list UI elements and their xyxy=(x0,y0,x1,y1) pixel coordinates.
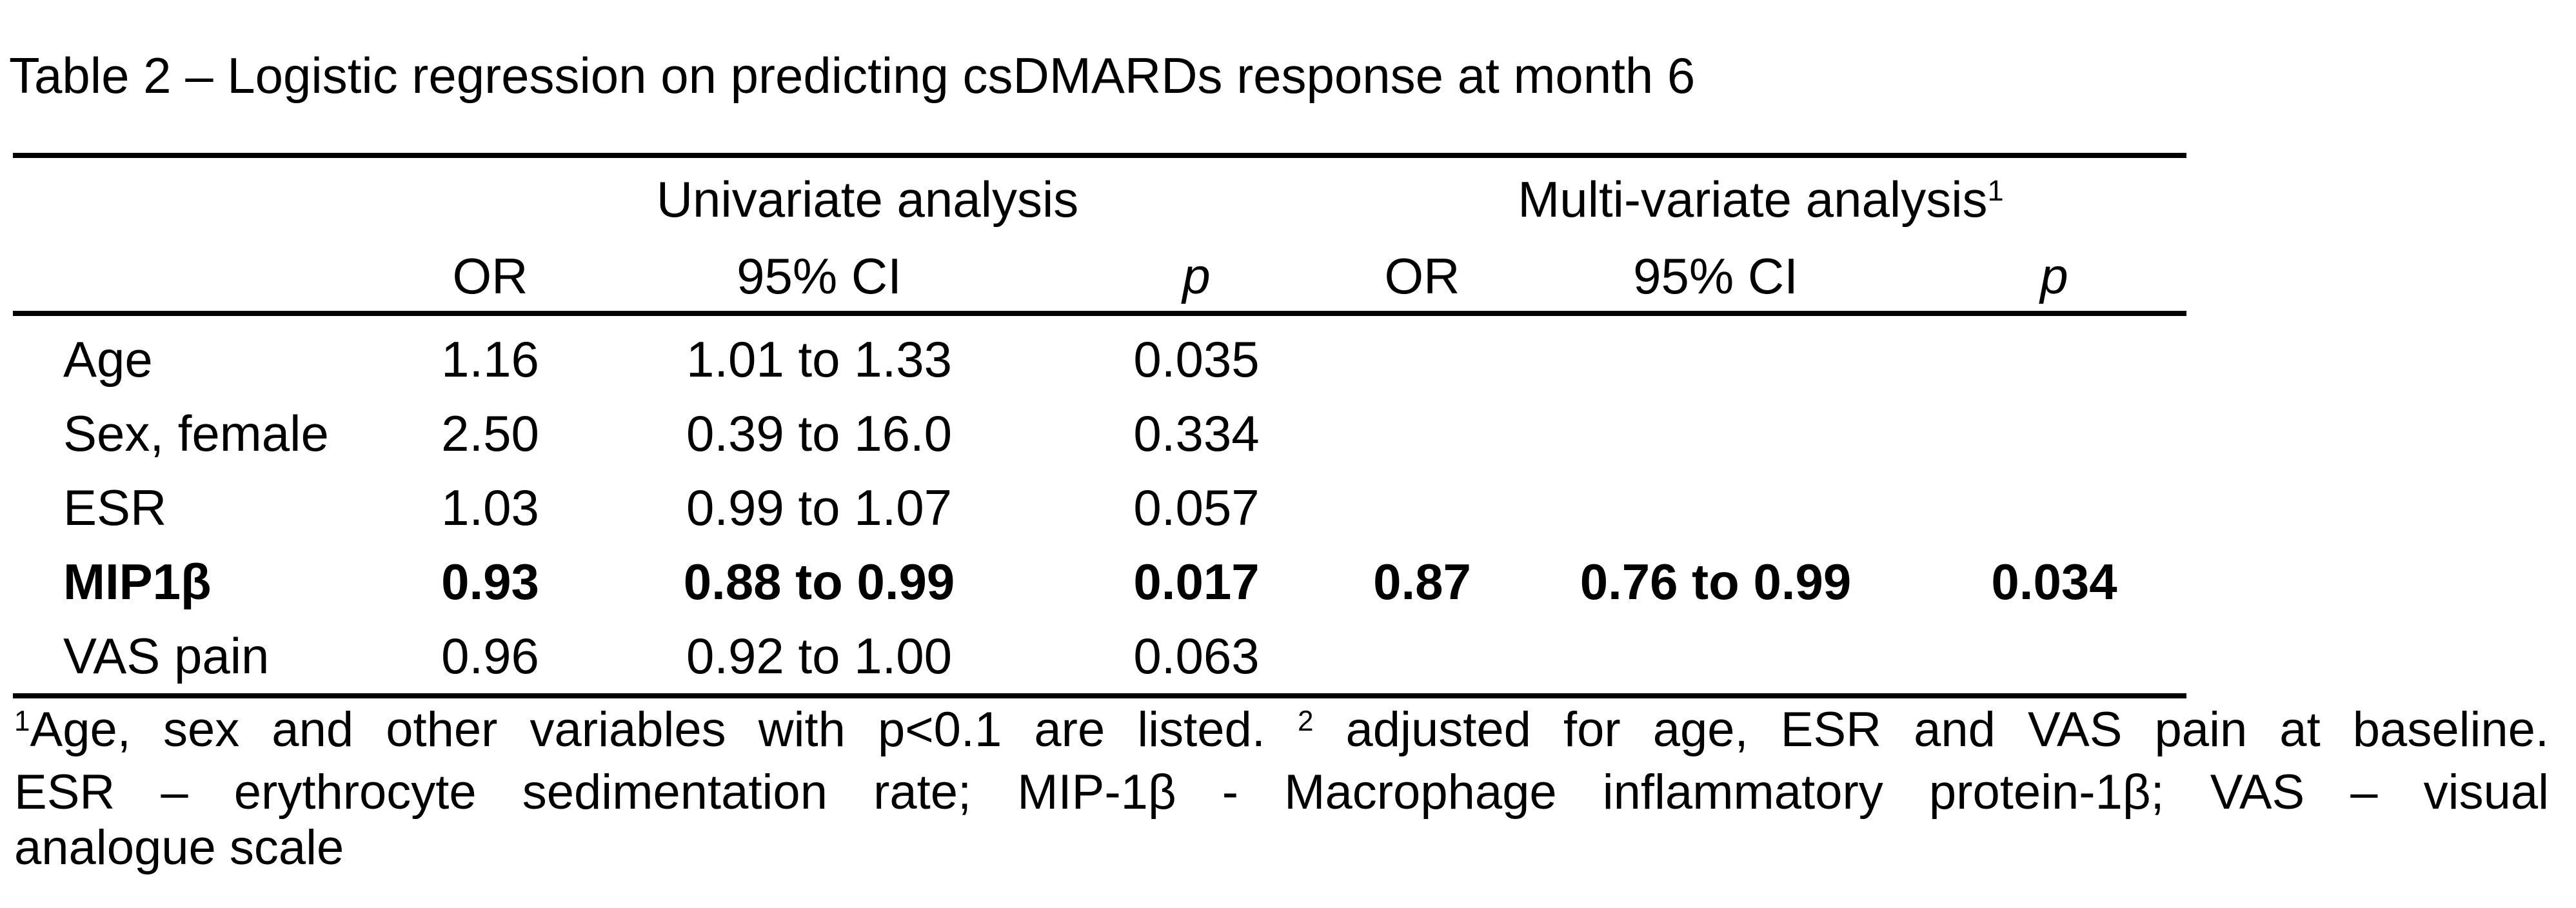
group-header-univariate: Univariate analysis xyxy=(400,158,1335,241)
table-cell xyxy=(1335,619,1509,693)
table-cell xyxy=(1922,397,2186,471)
row-label: MIP1β xyxy=(13,545,400,619)
table-cell xyxy=(1922,322,2186,397)
regression-table: Univariate analysis Multi-variate analys… xyxy=(13,153,2186,698)
table-cell: 0.334 xyxy=(1058,397,1335,471)
table-cell xyxy=(1335,471,1509,545)
group-header-row: Univariate analysis Multi-variate analys… xyxy=(13,158,2186,241)
table-cell: 0.057 xyxy=(1058,471,1335,545)
table-cell: 1.01 to 1.33 xyxy=(580,322,1058,397)
column-header-multivariate-p: p xyxy=(1922,241,2186,311)
table-cell: 0.39 to 16.0 xyxy=(580,397,1058,471)
table-cell xyxy=(1922,471,2186,545)
footnote-line-3: analogue scale xyxy=(14,820,2549,876)
footnote-marker-1: 1 xyxy=(14,706,30,737)
table-cell: 0.96 xyxy=(400,619,580,693)
table-title: Table 2 – Logistic regression on predict… xyxy=(9,39,1695,113)
document-page: Table 2 – Logistic regression on predict… xyxy=(0,0,2576,908)
table-cell: 0.034 xyxy=(1922,545,2186,619)
table-cell xyxy=(1335,322,1509,397)
group-header-univariate-label: Univariate analysis xyxy=(657,171,1079,228)
footnote-line-2: ESR – erythrocyte sedimentation rate; MI… xyxy=(14,765,2549,820)
row-label: Sex, female xyxy=(13,397,400,471)
column-header-univariate-or: OR xyxy=(400,241,580,311)
table-header-rule xyxy=(13,311,2186,316)
column-header-row: OR 95% CI p OR 95% CI p xyxy=(13,241,2186,311)
table-cell: 0.017 xyxy=(1058,545,1335,619)
table-cell: 0.035 xyxy=(1058,322,1335,397)
table-cell: 1.16 xyxy=(400,322,580,397)
multivariate-footnote-marker: 1 xyxy=(1988,174,2004,207)
footnote-text-1a: Age, sex and other variables with p<0.1 … xyxy=(30,702,1298,757)
table-cell: 0.76 to 0.99 xyxy=(1509,545,1922,619)
row-label: ESR xyxy=(13,471,400,545)
table-cell xyxy=(1509,619,1922,693)
table-cell xyxy=(1509,397,1922,471)
table-cell xyxy=(1335,397,1509,471)
table-cell xyxy=(1922,619,2186,693)
column-header-spacer xyxy=(13,241,400,311)
table-cell xyxy=(1509,471,1922,545)
group-header-multivariate-label: Multi-variate analysis xyxy=(1518,171,1987,228)
table-cell xyxy=(1509,322,1922,397)
column-header-multivariate-or: OR xyxy=(1335,241,1509,311)
table-cell: 1.03 xyxy=(400,471,580,545)
table-cell: 0.99 to 1.07 xyxy=(580,471,1058,545)
column-header-univariate-p: p xyxy=(1058,241,1335,311)
group-header-spacer xyxy=(13,158,400,241)
table-cell: 0.92 to 1.00 xyxy=(580,619,1058,693)
footnote-text-1b: adjusted for age, ESR and VAS pain at ba… xyxy=(1313,702,2549,757)
table-cell: 0.93 xyxy=(400,545,580,619)
table-body: Age 1.16 1.01 to 1.33 0.035 Sex, female … xyxy=(13,322,2186,693)
table-cell: 0.87 xyxy=(1335,545,1509,619)
column-header-univariate-ci: 95% CI xyxy=(580,241,1058,311)
row-label: VAS pain xyxy=(13,619,400,693)
footnote-line-1: 1Age, sex and other variables with p<0.1… xyxy=(14,702,2549,765)
table-cell: 2.50 xyxy=(400,397,580,471)
column-header-multivariate-ci: 95% CI xyxy=(1509,241,1922,311)
table-footnote: 1Age, sex and other variables with p<0.1… xyxy=(14,702,2549,876)
group-header-multivariate: Multi-variate analysis1 xyxy=(1335,158,2186,241)
table-cell: 0.88 to 0.99 xyxy=(580,545,1058,619)
row-label: Age xyxy=(13,322,400,397)
footnote-marker-2: 2 xyxy=(1298,706,1314,737)
table-top-rule xyxy=(13,153,2186,158)
table-bottom-rule xyxy=(13,693,2186,698)
table-cell: 0.063 xyxy=(1058,619,1335,693)
